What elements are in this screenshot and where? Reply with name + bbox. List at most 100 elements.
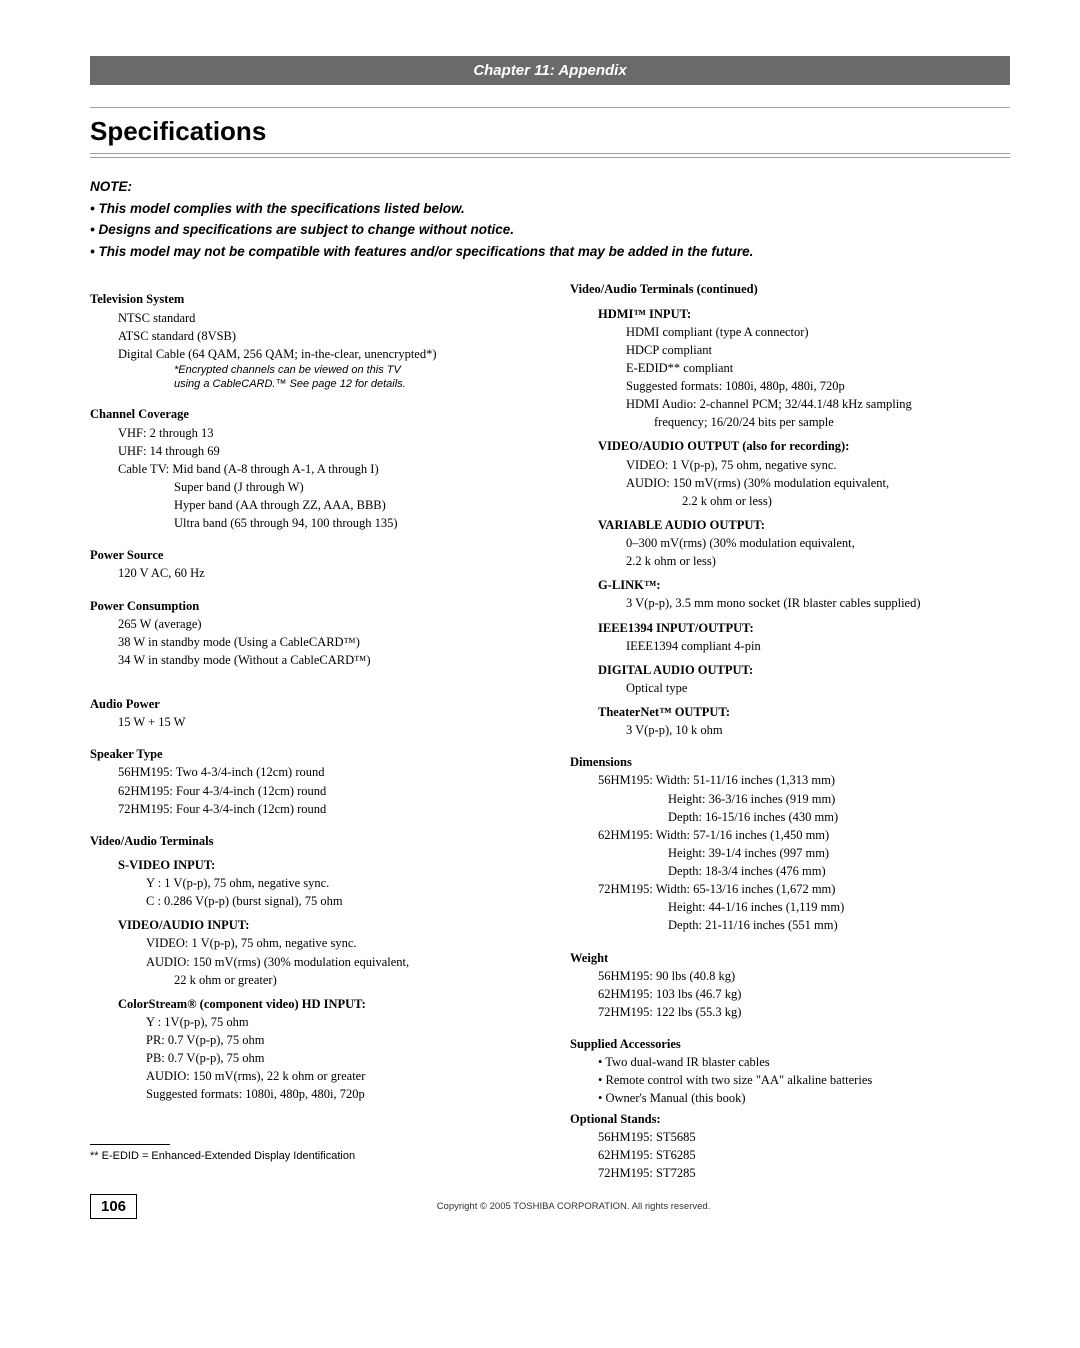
power-source-head: Power Source xyxy=(90,546,530,564)
tv-l3: Digital Cable (64 QAM, 256 QAM; in-the-c… xyxy=(118,345,530,363)
ch-l1: VHF: 2 through 13 xyxy=(118,424,530,442)
rule-top-2 xyxy=(90,153,1010,154)
opt-l2: 62HM195: ST6285 xyxy=(598,1146,1010,1164)
hdmi-l1: HDMI compliant (type A connector) xyxy=(626,323,1010,341)
cs4: AUDIO: 150 mV(rms), 22 k ohm or greater xyxy=(146,1067,530,1085)
ieee-head: IEEE1394 INPUT/OUTPUT: xyxy=(598,619,1010,637)
dim-l7: 72HM195: Width: 65-13/16 inches (1,672 m… xyxy=(598,880,1010,898)
footnote-rule xyxy=(90,1144,170,1145)
note-b2: • Designs and specifications are subject… xyxy=(90,219,1010,241)
ch-l4: Super band (J through W) xyxy=(174,478,530,496)
ch-l2: UHF: 14 through 69 xyxy=(118,442,530,460)
pc-l1: 265 W (average) xyxy=(118,615,530,633)
varout-l2: 2.2 k ohm or less) xyxy=(626,552,1010,570)
rule-top-1 xyxy=(90,107,1010,108)
rule-top-3 xyxy=(90,157,1010,158)
tv-note2: using a CableCARD.™ See page 12 for deta… xyxy=(174,377,530,391)
power-consumption-head: Power Consumption xyxy=(90,597,530,615)
glink-head: G-LINK™: xyxy=(598,576,1010,594)
colorstream-head: ColorStream® (component video) HD INPUT: xyxy=(118,995,530,1013)
cs3: PB: 0.7 V(p-p), 75 ohm xyxy=(146,1049,530,1067)
hdmi-l2: HDCP compliant xyxy=(626,341,1010,359)
supp-l2: • Remote control with two size "AA" alka… xyxy=(598,1071,1010,1089)
dim-l8: Height: 44-1/16 inches (1,119 mm) xyxy=(668,898,1010,916)
varout-head: VARIABLE AUDIO OUTPUT: xyxy=(598,516,1010,534)
ieee-l1: IEEE1394 compliant 4-pin xyxy=(626,637,1010,655)
ps-l1: 120 V AC, 60 Hz xyxy=(118,564,530,582)
pc-l2: 38 W in standby mode (Using a CableCARD™… xyxy=(118,633,530,651)
opt-l3: 72HM195: ST7285 xyxy=(598,1164,1010,1182)
ap-l1: 15 W + 15 W xyxy=(118,713,530,731)
tn-head: TheaterNet™ OUTPUT: xyxy=(598,703,1010,721)
dim-l6: Depth: 18-3/4 inches (476 mm) xyxy=(668,862,1010,880)
hdmi-l4: Suggested formats: 1080i, 480p, 480i, 72… xyxy=(626,377,1010,395)
ch-l6: Ultra band (65 through 94, 100 through 1… xyxy=(174,514,530,532)
tv-l1: NTSC standard xyxy=(118,309,530,327)
hdmi-head: HDMI™ INPUT: xyxy=(598,305,1010,323)
sp-l2: 62HM195: Four 4-3/4-inch (12cm) round xyxy=(118,782,530,800)
opt-head: Optional Stands: xyxy=(570,1110,1010,1128)
w-l3: 72HM195: 122 lbs (55.3 kg) xyxy=(598,1003,1010,1021)
tv-l2: ATSC standard (8VSB) xyxy=(118,327,530,345)
w-l1: 56HM195: 90 lbs (40.8 kg) xyxy=(598,967,1010,985)
dim-l1: 56HM195: Width: 51-11/16 inches (1,313 m… xyxy=(598,771,1010,789)
dim-head: Dimensions xyxy=(570,753,1010,771)
tv-system-head: Television System xyxy=(90,290,530,308)
va2: AUDIO: 150 mV(rms) (30% modulation equiv… xyxy=(146,953,530,971)
cs1: Y : 1V(p-p), 75 ohm xyxy=(146,1013,530,1031)
dim-l5: Height: 39-1/4 inches (997 mm) xyxy=(668,844,1010,862)
vat-cont-head: Video/Audio Terminals (continued) xyxy=(570,280,1010,298)
note-block: NOTE: • This model complies with the spe… xyxy=(90,176,1010,262)
dim-l3: Depth: 16-15/16 inches (430 mm) xyxy=(668,808,1010,826)
channel-head: Channel Coverage xyxy=(90,405,530,423)
sv2: C : 0.286 V(p-p) (burst signal), 75 ohm xyxy=(146,892,530,910)
dao-head: DIGITAL AUDIO OUTPUT: xyxy=(598,661,1010,679)
svideo-head: S-VIDEO INPUT: xyxy=(118,856,530,874)
w-l2: 62HM195: 103 lbs (46.7 kg) xyxy=(598,985,1010,1003)
weight-head: Weight xyxy=(570,949,1010,967)
sv1: Y : 1 V(p-p), 75 ohm, negative sync. xyxy=(146,874,530,892)
supp-l3: • Owner's Manual (this book) xyxy=(598,1089,1010,1107)
dao-l1: Optical type xyxy=(626,679,1010,697)
note-b3: • This model may not be compatible with … xyxy=(90,241,1010,263)
tv-note1: *Encrypted channels can be viewed on thi… xyxy=(174,363,530,377)
supp-l1: • Two dual-wand IR blaster cables xyxy=(598,1053,1010,1071)
va1: VIDEO: 1 V(p-p), 75 ohm, negative sync. xyxy=(146,934,530,952)
supp-head: Supplied Accessories xyxy=(570,1035,1010,1053)
dim-l4: 62HM195: Width: 57-1/16 inches (1,450 mm… xyxy=(598,826,1010,844)
vat-head: Video/Audio Terminals xyxy=(90,832,530,850)
cs2: PR: 0.7 V(p-p), 75 ohm xyxy=(146,1031,530,1049)
opt-l1: 56HM195: ST5685 xyxy=(598,1128,1010,1146)
dim-l2: Height: 36-3/16 inches (919 mm) xyxy=(668,790,1010,808)
note-heading: NOTE: xyxy=(90,176,1010,198)
page-title: Specifications xyxy=(90,116,1010,147)
sp-l1: 56HM195: Two 4-3/4-inch (12cm) round xyxy=(118,763,530,781)
dim-l9: Depth: 21-11/16 inches (551 mm) xyxy=(668,916,1010,934)
right-column: Video/Audio Terminals (continued) HDMI™ … xyxy=(570,276,1010,1182)
glink-l1: 3 V(p-p), 3.5 mm mono socket (IR blaster… xyxy=(626,594,1010,612)
copyright-text: Copyright © 2005 TOSHIBA CORPORATION. Al… xyxy=(137,1201,1010,1212)
varout-l1: 0–300 mV(rms) (30% modulation equivalent… xyxy=(626,534,1010,552)
vao-l2: AUDIO: 150 mV(rms) (30% modulation equiv… xyxy=(626,474,1010,492)
ch-l5: Hyper band (AA through ZZ, AAA, BBB) xyxy=(174,496,530,514)
ch-l3: Cable TV: Mid band (A-8 through A-1, A t… xyxy=(118,460,530,478)
hdmi-l3: E-EDID** compliant xyxy=(626,359,1010,377)
page-number: 106 xyxy=(90,1194,137,1219)
vao-l1: VIDEO: 1 V(p-p), 75 ohm, negative sync. xyxy=(626,456,1010,474)
sp-l3: 72HM195: Four 4-3/4-inch (12cm) round xyxy=(118,800,530,818)
left-column: Television System NTSC standard ATSC sta… xyxy=(90,276,530,1182)
hdmi-l5: HDMI Audio: 2-channel PCM; 32/44.1/48 kH… xyxy=(626,395,1010,413)
va-input-head: VIDEO/AUDIO INPUT: xyxy=(118,916,530,934)
chapter-bar: Chapter 11: Appendix xyxy=(90,56,1010,85)
speaker-head: Speaker Type xyxy=(90,745,530,763)
vao-l3: 2.2 k ohm or less) xyxy=(682,492,1010,510)
hdmi-l6: frequency; 16/20/24 bits per sample xyxy=(654,413,1010,431)
pc-l3: 34 W in standby mode (Without a CableCAR… xyxy=(118,651,530,669)
note-b1: • This model complies with the specifica… xyxy=(90,198,1010,220)
tn-l1: 3 V(p-p), 10 k ohm xyxy=(626,721,1010,739)
vao-head: VIDEO/AUDIO OUTPUT (also for recording): xyxy=(598,437,1010,455)
audio-power-head: Audio Power xyxy=(90,695,530,713)
cs5: Suggested formats: 1080i, 480p, 480i, 72… xyxy=(146,1085,530,1103)
footnote-text: ** E-EDID = Enhanced-Extended Display Id… xyxy=(90,1149,530,1165)
va3: 22 k ohm or greater) xyxy=(174,971,530,989)
